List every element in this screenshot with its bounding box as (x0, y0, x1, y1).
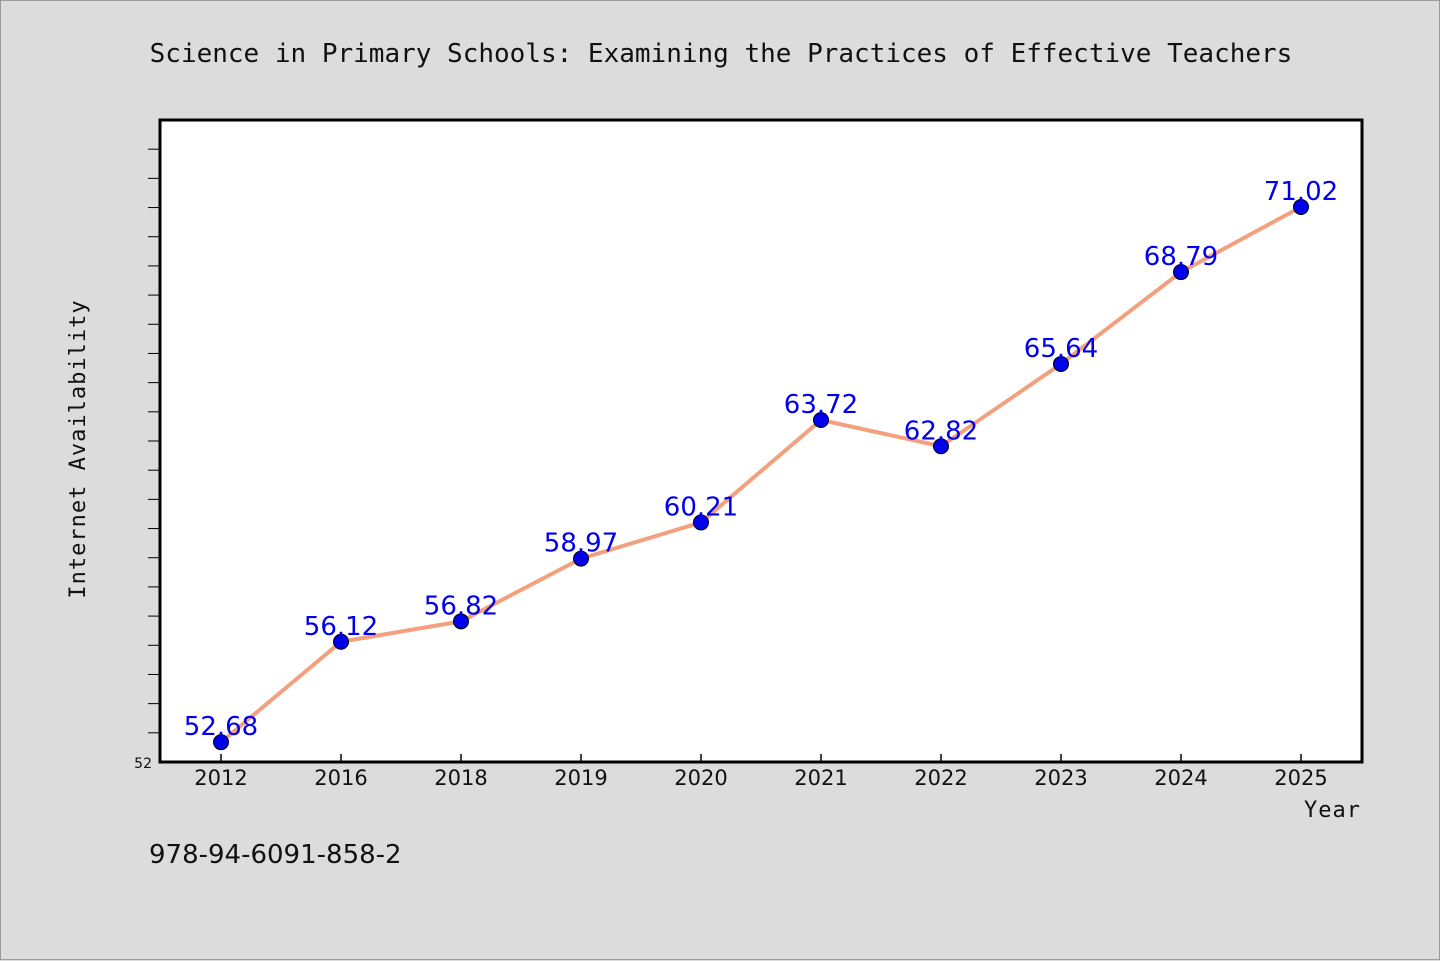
x-axis-ticks: 2012 2016 2018 2019 2020 2021 2022 2023 2024 2025 (194, 754, 1328, 790)
data-point (1173, 264, 1189, 281)
x-tick-label: 2023 (1034, 766, 1087, 790)
data-label: 62.82 (904, 416, 978, 446)
data-point (1293, 198, 1309, 215)
data-label: 56.82 (424, 591, 498, 621)
x-tick-label: 2022 (914, 766, 967, 790)
data-point (933, 438, 949, 455)
data-label: 68.79 (1144, 242, 1218, 272)
data-point (213, 734, 229, 751)
y-axis-label: Internet Availability (66, 299, 91, 598)
x-axis-label: Year (1304, 798, 1361, 823)
y-axis-ticks: 52 (134, 148, 160, 772)
data-point (573, 550, 589, 567)
data-point (813, 411, 829, 428)
data-point (693, 514, 709, 531)
chart-title: Science in Primary Schools: Examining th… (150, 39, 1293, 69)
x-tick-label: 2019 (554, 766, 607, 790)
series-line (219, 205, 1302, 744)
data-point (1053, 355, 1069, 372)
isbn-text: 978-94-6091-858-2 (149, 840, 402, 870)
y-tick-label: 52 (134, 756, 152, 772)
data-label: 65.64 (1024, 334, 1098, 364)
plot-area (158, 118, 1364, 764)
data-label: 60.21 (664, 492, 738, 522)
x-tick-label: 2012 (194, 766, 247, 790)
data-label: 56.12 (304, 612, 378, 642)
data-label: 52.68 (184, 712, 258, 742)
x-tick-label: 2025 (1274, 766, 1327, 790)
data-label: 63.72 (784, 390, 858, 420)
x-tick-label: 2018 (434, 766, 487, 790)
data-markers (213, 198, 1309, 751)
x-tick-label: 2020 (674, 766, 727, 790)
data-label: 71.02 (1264, 177, 1338, 207)
data-label: 58.97 (544, 529, 618, 559)
data-labels: 52.68 56.12 56.82 58.97 60.21 63.72 62.82 65.64… (184, 177, 1338, 742)
data-point (453, 613, 469, 630)
x-tick-label: 2016 (314, 766, 367, 790)
x-tick-label: 2021 (794, 766, 847, 790)
series-line-group (219, 205, 1302, 744)
data-point (333, 633, 349, 650)
x-tick-label: 2024 (1154, 766, 1207, 790)
